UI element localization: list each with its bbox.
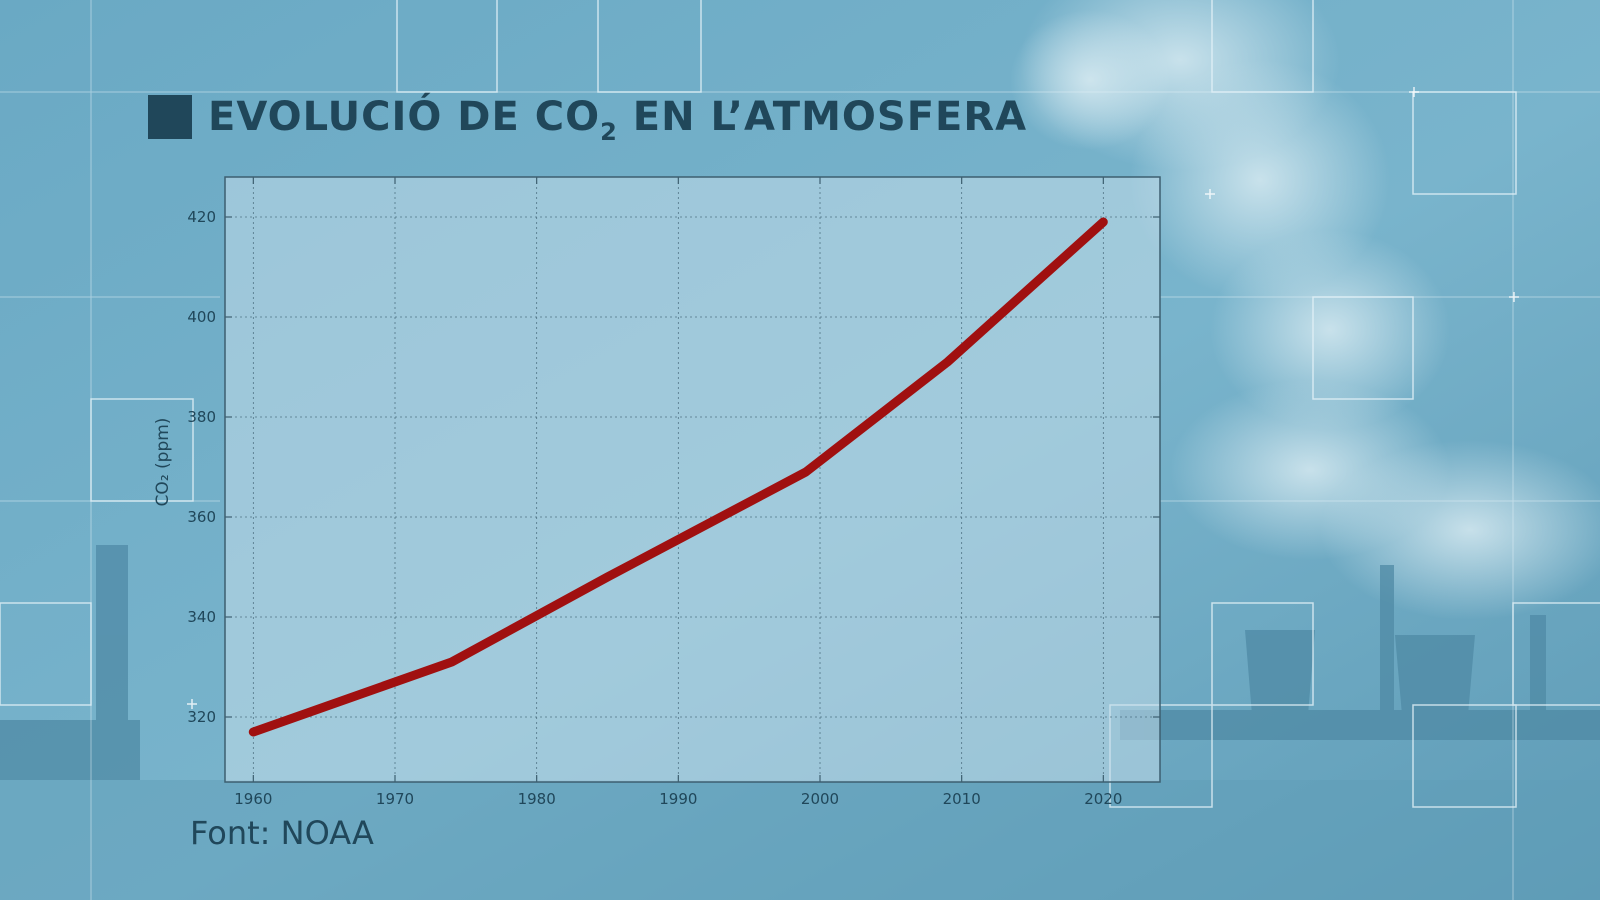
title-prefix: EVOLUCIÓ DE CO: [208, 94, 601, 140]
title-subscript: 2: [600, 118, 618, 146]
x-tick-label: 2010: [943, 790, 981, 808]
cloud-shapes: [1010, 0, 1600, 620]
y-axis-label: CO₂ (ppm): [153, 418, 173, 507]
y-tick-label: 320: [187, 708, 216, 726]
x-tick-label: 1970: [376, 790, 414, 808]
title-suffix: EN L’ATMOSFERA: [617, 94, 1028, 140]
x-tick-label: 1980: [518, 790, 556, 808]
chart-title: EVOLUCIÓ DE CO2 EN L’ATMOSFERA: [148, 92, 1028, 146]
y-tick-label: 420: [187, 208, 216, 226]
title-square-marker: [148, 95, 192, 139]
factory-silhouette: [0, 545, 1600, 780]
x-tick-label: 1990: [659, 790, 697, 808]
x-tick-label: 1960: [234, 790, 272, 808]
grid-lines: [225, 177, 1160, 782]
tick-marks: [225, 177, 1160, 782]
y-tick-label: 380: [187, 408, 216, 426]
x-tick-labels: 1960 1970 1980 1990 2000 2010 2020: [234, 790, 1122, 808]
x-tick-label: 2020: [1084, 790, 1122, 808]
plot-area: [224, 176, 1161, 783]
y-tick-labels: 320 340 360 380 400 420: [187, 208, 216, 726]
plus-marks: [187, 87, 1519, 709]
title-text: EVOLUCIÓ DE CO2 EN L’ATMOSFERA: [208, 94, 1028, 146]
y-tick-label: 360: [187, 508, 216, 526]
y-tick-label: 400: [187, 308, 216, 326]
data-series: [248, 217, 1108, 737]
source-credit: Font: NOAA: [190, 814, 374, 852]
y-tick-label: 340: [187, 608, 216, 626]
x-tick-label: 2000: [801, 790, 839, 808]
